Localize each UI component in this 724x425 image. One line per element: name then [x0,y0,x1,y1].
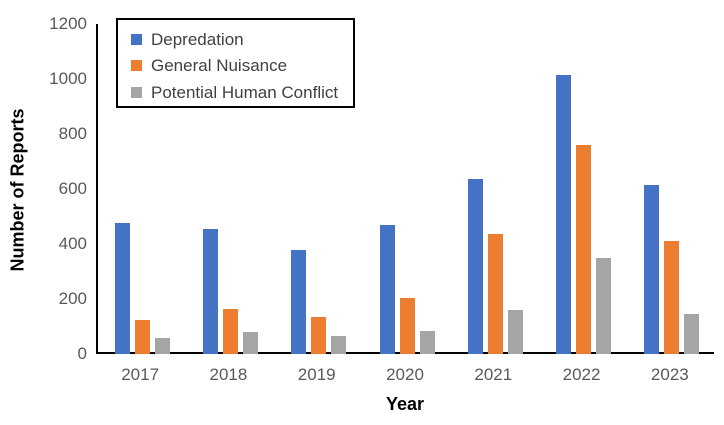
y-tick-label-800: 800 [58,124,87,143]
x-tick-label-2020: 2020 [386,365,424,384]
bar-general-nuisance-2019 [311,316,327,354]
bar-potential-human-conflict-2018 [242,332,258,354]
bar-depredation-2023 [644,184,660,354]
x-tick-label-2019: 2019 [297,365,336,384]
x-tick-label-2023: 2023 [650,365,689,384]
y-tick-label-1000: 1000 [49,69,87,88]
bar-depredation-2018 [202,228,218,354]
bar-depredation-2017 [114,223,130,354]
legend-label-general-nuisance: General Nuisance [151,56,288,76]
legend-label-depredation: Depredation [151,29,244,49]
bar-potential-human-conflict-2021 [507,310,523,354]
bar-general-nuisance-2018 [222,308,238,354]
y-tick-label-1200: 1200 [49,14,87,33]
bar-potential-human-conflict-2019 [331,336,347,354]
y-tick-label-200: 200 [58,289,87,308]
x-tick-label-2017: 2017 [121,365,160,384]
x-axis-title: Year [385,394,425,414]
bar-potential-human-conflict-2017 [154,337,170,354]
bar-general-nuisance-2023 [664,241,680,354]
x-tick-label-2021: 2021 [474,365,513,384]
bar-depredation-2021 [467,179,483,354]
bar-general-nuisance-2022 [576,145,592,354]
legend-marker-depredation [131,33,142,45]
bar-general-nuisance-2021 [487,234,503,354]
bar-potential-human-conflict-2020 [419,330,435,354]
bar-depredation-2020 [379,224,395,354]
plot-area [96,24,714,354]
y-tick-label-400: 400 [58,234,87,253]
x-tick-label-2018: 2018 [209,365,248,384]
legend-entry-depredation: Depredation [131,30,353,49]
y-tick-label-600: 600 [58,179,87,198]
x-tick-label-2022: 2022 [562,365,601,384]
bar-depredation-2019 [291,249,307,354]
bar-potential-human-conflict-2022 [596,257,612,354]
legend-entry-general-nuisance: General Nuisance [131,56,353,75]
bar-depredation-2022 [556,74,572,354]
legend: Depredation General Nuisance Potential H… [116,18,355,108]
legend-entry-potential-human-conflict: Potential Human Conflict [131,83,353,102]
legend-marker-general-nuisance [131,60,142,72]
legend-marker-potential-human-conflict [131,87,142,99]
legend-label-potential-human-conflict: Potential Human Conflict [151,83,339,103]
y-tick-label-0: 0 [77,344,87,363]
bar-general-nuisance-2017 [134,319,150,354]
bar-potential-human-conflict-2023 [684,314,700,354]
bar-general-nuisance-2020 [399,297,415,354]
